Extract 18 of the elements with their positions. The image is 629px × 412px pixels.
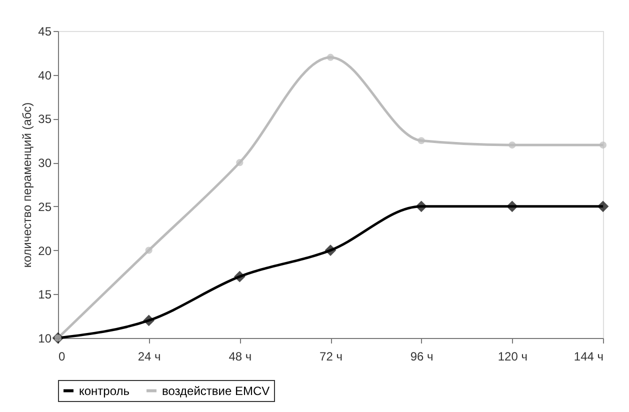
y-tick-label: 45	[38, 24, 52, 38]
y-tick-label: 25	[38, 200, 52, 214]
y-axis-title: количество пераменций (абс)	[20, 102, 34, 268]
x-tick-label: 72 ч	[320, 350, 342, 364]
y-tick-label: 10	[38, 332, 52, 346]
y-tick-label: 35	[38, 112, 52, 126]
x-tick-label: 24 ч	[138, 350, 161, 364]
legend-label: воздействие EMCV	[162, 384, 270, 398]
y-tick-label: 30	[38, 156, 52, 170]
y-tick-label: 15	[38, 288, 52, 302]
x-tick-label: 120 ч	[498, 350, 528, 364]
legend-label: контроль	[79, 384, 130, 398]
x-tick-label: 144 ч	[574, 350, 604, 364]
y-tick-label: 20	[38, 244, 52, 258]
x-tick-label: 0	[58, 350, 66, 364]
x-tick-label: 96 ч	[410, 350, 434, 364]
x-tick-label: 48 ч	[228, 350, 252, 364]
y-tick-label: 40	[38, 68, 52, 82]
